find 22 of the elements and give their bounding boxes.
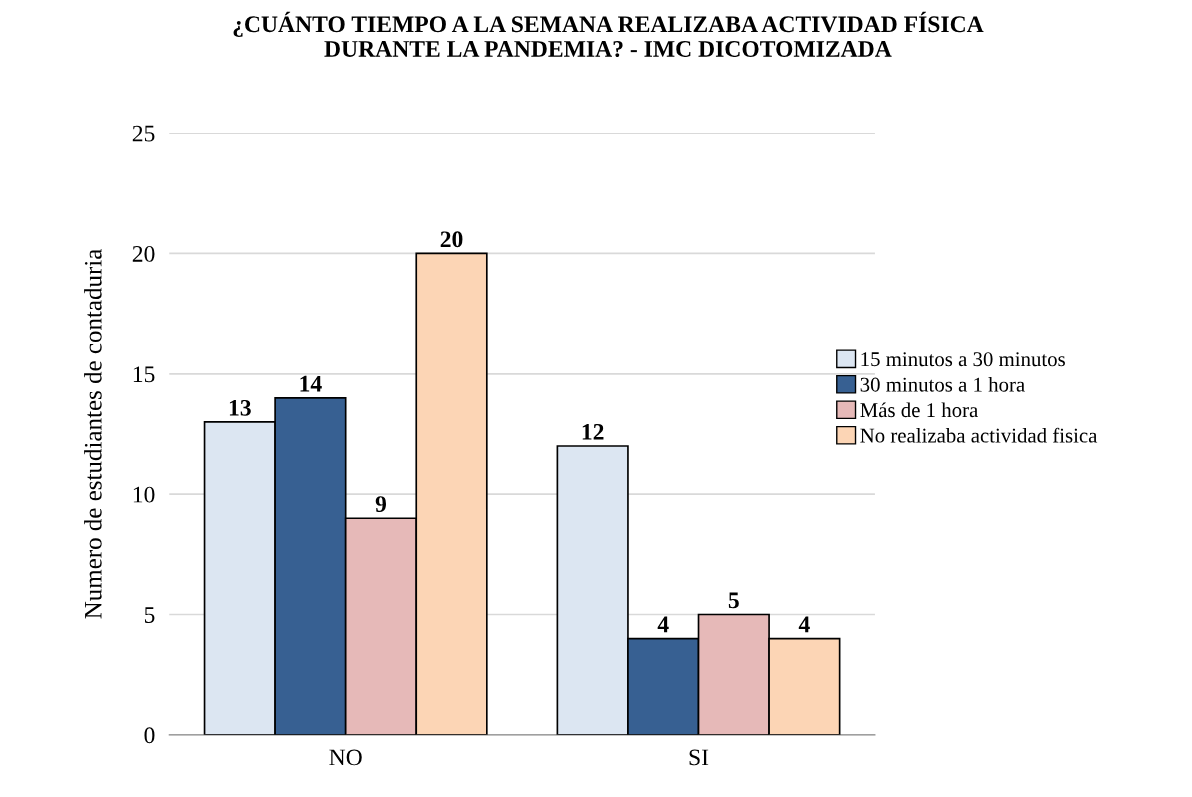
y-tick-label: 15 <box>133 366 155 383</box>
data-label: 5 <box>728 592 739 609</box>
data-label: 13 <box>229 399 251 416</box>
y-tick-label: 25 <box>132 125 155 142</box>
data-label: 4 <box>798 616 810 633</box>
y-tick-label: 0 <box>144 727 155 744</box>
data-label: 20 <box>440 231 463 248</box>
data-label: 4 <box>657 616 669 633</box>
data-label: 9 <box>375 496 387 513</box>
legend-label: 15 minutos a 30 minutos <box>861 352 1065 367</box>
data-label: 12 <box>582 423 604 440</box>
y-axis-title: Numero de estudiantes de contaduria <box>84 248 102 619</box>
y-tick-label: 20 <box>132 245 155 262</box>
y-tick-label: 10 <box>133 486 155 503</box>
data-label: 14 <box>300 375 322 392</box>
legend-label: Más de 1 hora <box>860 402 979 418</box>
legend-label: No realizaba actividad fisica <box>860 427 1098 443</box>
x-tick-label: SI <box>689 749 709 766</box>
y-tick-label: 5 <box>144 607 155 623</box>
legend-label: 30 minutos a 1 hora <box>860 377 1025 392</box>
x-tick-label: NO <box>329 749 362 766</box>
chart-title: ¿CUÁNTO TIEMPO A LA SEMANA REALIZABA ACTIVIDAD FÍSICA DURANTE LA PANDEMIA? - IMC DICOTOMIZADA <box>233 11 984 58</box>
